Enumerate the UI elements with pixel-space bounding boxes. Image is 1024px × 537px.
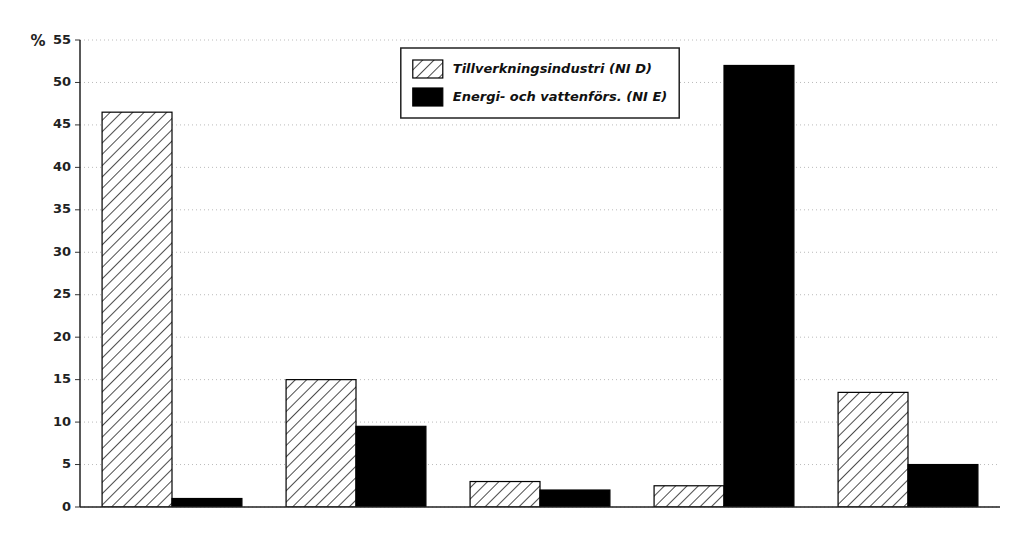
y-tick-label: 25 (53, 286, 71, 301)
legend-frame (401, 48, 679, 118)
y-axis-label: % (30, 32, 45, 50)
legend-label: Energi- och vattenförs. (NI E) (453, 89, 667, 104)
legend-label: Tillverkningsindustri (NI D) (453, 61, 652, 76)
y-tick-label: 55 (53, 32, 71, 47)
grid-line (80, 40, 1000, 41)
bars (102, 65, 978, 507)
grid-line (80, 379, 1000, 380)
chart-svg: 0 5 10 15 20 25 30 35 40 45 50 55% Tillverkningsindu… (0, 0, 1024, 537)
bar-hatch (470, 482, 540, 507)
grid-line (80, 337, 1000, 338)
bar (102, 112, 172, 507)
grid-line (80, 209, 1000, 210)
bar-hatch (838, 392, 908, 507)
legend-swatch (413, 88, 443, 106)
bar (838, 392, 908, 507)
y-tick-label: 40 (53, 159, 71, 174)
grid-line (80, 252, 1000, 253)
y-tick-label: 15 (53, 371, 71, 386)
y-tick-label: 0 (62, 499, 71, 514)
y-axis-line (79, 40, 81, 507)
bar-hatch (102, 112, 172, 507)
grid-line (80, 124, 1000, 125)
bar (654, 486, 724, 507)
plot: 0 5 10 15 20 25 30 35 40 45 50 55% Tillverkningsindu… (30, 32, 1000, 514)
y-tick-label: 35 (53, 201, 71, 216)
y-tick-label: 10 (53, 414, 71, 429)
legend-swatch (413, 60, 443, 78)
chart-container: 0 5 10 15 20 25 30 35 40 45 50 55% Tillverkningsindu… (0, 0, 1024, 537)
y-tick-label: 45 (53, 116, 71, 131)
y-tick-label: 5 (62, 456, 71, 471)
y-tick-label: 20 (53, 329, 71, 344)
legend: Tillverkningsindustri (NI D) Energi- och … (401, 48, 679, 118)
bar-hatch (286, 380, 356, 507)
grid-line (80, 167, 1000, 168)
y-tick-label: 50 (53, 74, 71, 89)
grid-line (80, 507, 1000, 508)
bar (356, 426, 426, 507)
y-ticks: 0 5 10 15 20 25 30 35 40 45 50 55 (53, 32, 80, 514)
bar (470, 482, 540, 507)
bar-hatch (654, 486, 724, 507)
x-axis-line (80, 506, 1000, 508)
legend-swatch-hatch (413, 60, 443, 78)
bar (724, 65, 794, 507)
y-tick-label: 30 (53, 244, 71, 259)
bar (286, 380, 356, 507)
bar (540, 490, 610, 507)
grid-line (80, 294, 1000, 295)
bar (908, 465, 978, 507)
grid (80, 40, 1000, 507)
bar (172, 499, 242, 507)
